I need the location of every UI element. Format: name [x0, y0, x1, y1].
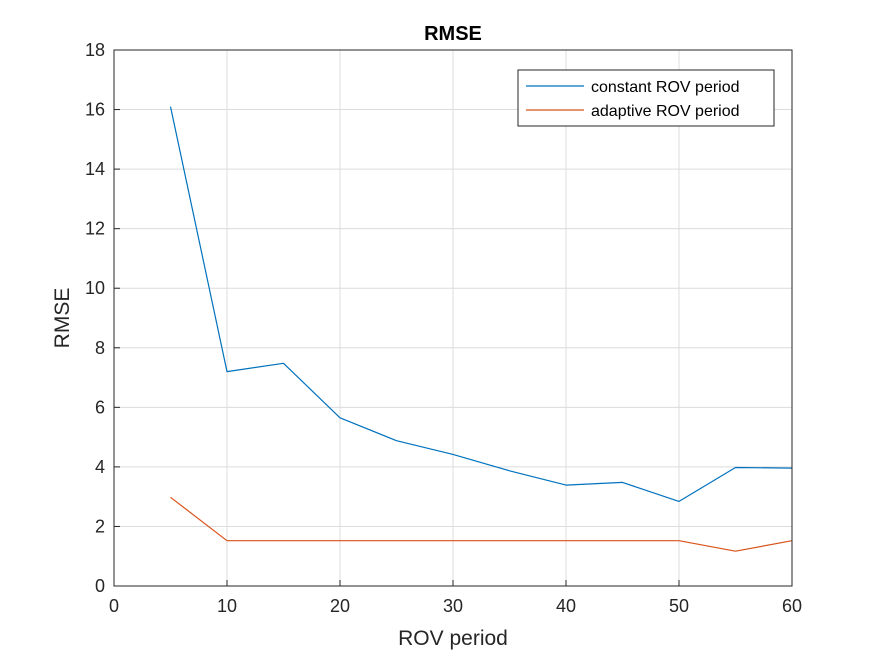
x-tick-labels: 0 10 20 30 40 50 60 [109, 596, 802, 616]
x-tick-label: 0 [109, 596, 119, 616]
x-tick-label: 60 [782, 596, 802, 616]
x-axis-label: ROV period [398, 627, 508, 650]
y-tick-label: 0 [95, 576, 105, 596]
x-tick-label: 30 [443, 596, 463, 616]
x-tick-label: 40 [556, 596, 576, 616]
chart-title: RMSE [424, 23, 482, 45]
y-tick-label: 2 [95, 516, 105, 536]
y-axis-label: RMSE [51, 288, 74, 349]
axis-ticks [113, 49, 793, 587]
series-line-2 [170, 496, 793, 552]
series-lines [169, 106, 793, 552]
series-line-1 [169, 106, 793, 502]
y-tick-label: 4 [95, 457, 105, 477]
legend-label-1: constant ROV period [591, 79, 740, 96]
y-tick-label: 6 [95, 397, 105, 417]
y-tick-label: 12 [85, 219, 105, 239]
y-tick-label: 14 [85, 159, 105, 179]
y-tick-label: 8 [95, 338, 105, 358]
x-tick-label: 20 [330, 596, 350, 616]
legend-box [517, 69, 775, 127]
legend: constant ROV period adaptive ROV period [517, 69, 775, 127]
y-tick-label: 18 [85, 40, 105, 60]
x-tick-label: 10 [217, 596, 237, 616]
y-tick-labels: 0 2 4 6 8 10 12 14 16 18 [85, 40, 105, 596]
y-tick-label: 16 [85, 100, 105, 120]
x-tick-label: 50 [669, 596, 689, 616]
legend-label-2: adaptive ROV period [591, 103, 740, 120]
y-tick-label: 10 [85, 278, 105, 298]
